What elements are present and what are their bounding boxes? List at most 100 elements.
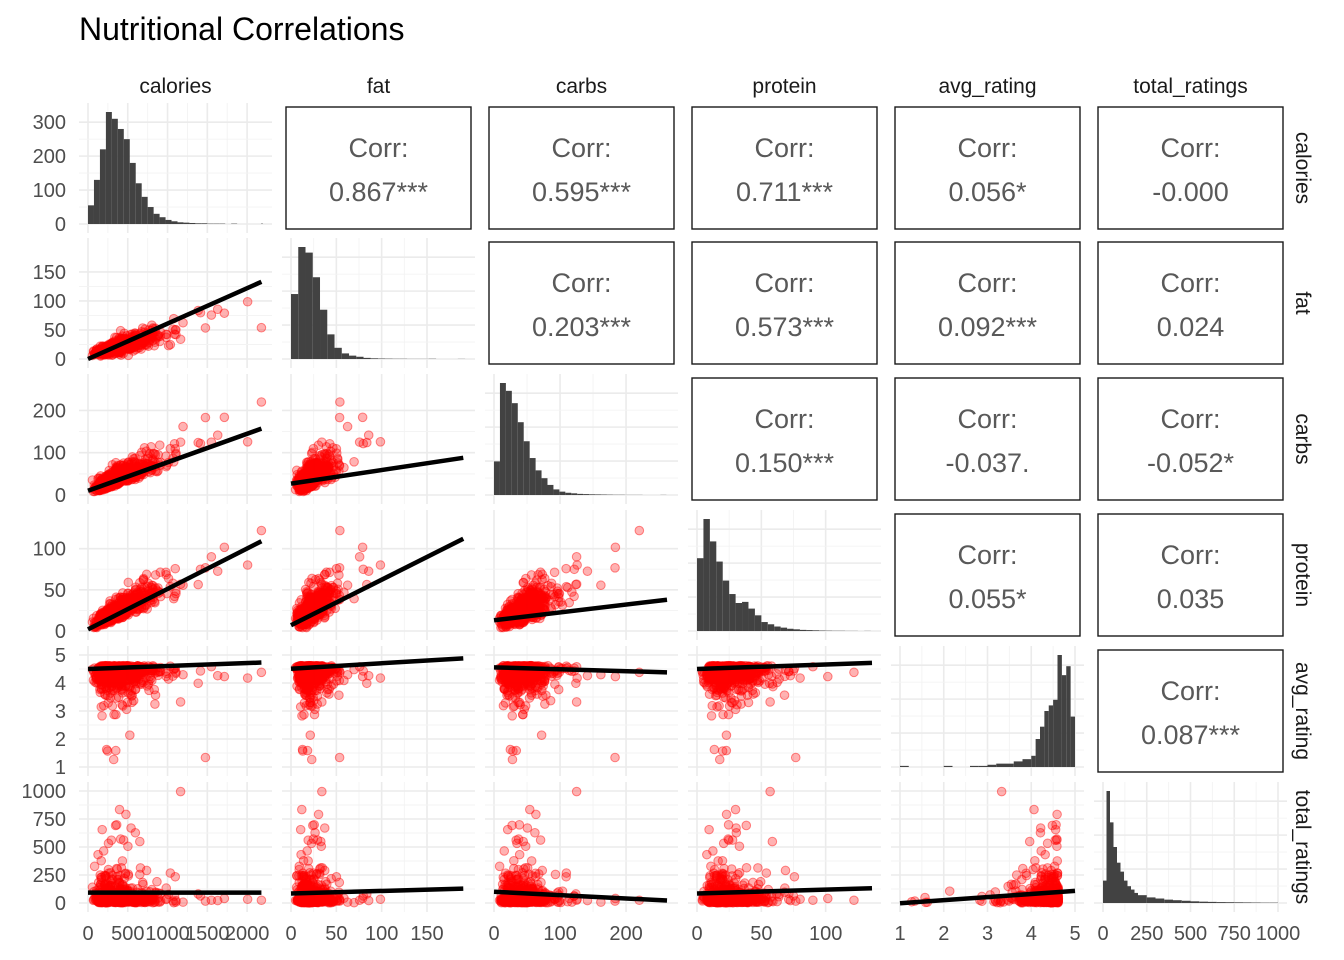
scatter-point	[141, 569, 152, 580]
histogram-bar	[748, 608, 755, 631]
scatter-point	[324, 567, 335, 578]
fit-line	[86, 539, 263, 632]
corr-label: Corr:	[958, 540, 1018, 570]
corr-box	[894, 106, 1081, 230]
scatter-point	[552, 583, 562, 593]
scatter-point	[292, 469, 302, 480]
histogram-bar	[1053, 699, 1058, 767]
corr-box	[1097, 241, 1284, 365]
scatter-point	[123, 350, 134, 361]
histogram-bar	[1225, 902, 1235, 903]
scatter-point	[561, 563, 571, 574]
scatter-point	[212, 670, 223, 681]
histogram-bar	[806, 630, 813, 631]
histogram-bar	[1031, 755, 1036, 767]
scatter-point	[142, 681, 152, 691]
histogram-bar	[742, 601, 749, 631]
scatter-point	[195, 438, 206, 449]
scatter-point	[219, 542, 230, 553]
histogram-bar	[1138, 895, 1147, 903]
scatter-point	[125, 730, 135, 740]
corr-panel-calories-protein: Corr:0.711***	[691, 106, 878, 230]
scatter-point	[526, 570, 537, 580]
scatter-point	[178, 421, 188, 432]
histogram-bar	[767, 624, 775, 631]
corr-value: 0.595***	[532, 177, 632, 207]
histogram-bar	[722, 580, 730, 631]
corr-box	[894, 513, 1081, 637]
corr-value: 0.056*	[948, 177, 1027, 207]
histogram-bar	[787, 628, 794, 631]
scatter-point	[572, 560, 582, 570]
corr-value: 0.035	[1157, 584, 1225, 614]
histogram-bar	[123, 139, 130, 224]
scatter-point	[150, 334, 161, 344]
scatter-panel-protein-carbs	[493, 525, 668, 633]
histogram-bar	[729, 594, 736, 631]
histogram-bar	[1044, 711, 1049, 767]
scatter-point	[99, 671, 110, 682]
panel-grid-total_ratings-fat	[282, 782, 475, 912]
histogram-bar	[1005, 763, 1014, 767]
histogram-bar	[189, 222, 196, 224]
corr-value: 0.024	[1157, 312, 1225, 342]
scatter-point	[116, 347, 127, 358]
corr-label: Corr:	[958, 268, 1018, 298]
scatter-point	[335, 525, 345, 536]
histogram-bar	[709, 541, 717, 631]
histogram-bar	[305, 252, 313, 359]
corr-box	[691, 377, 878, 501]
scatter-point	[354, 552, 365, 562]
panel-grid-carbs-fat	[282, 374, 475, 504]
histogram-protein	[697, 519, 871, 631]
histogram-bar	[1243, 902, 1252, 903]
scatter-point	[170, 325, 181, 335]
histogram-bar	[312, 277, 321, 359]
histogram-bar	[978, 765, 988, 767]
corr-box	[691, 106, 878, 230]
panel-grid-avg_rating-fat	[282, 646, 475, 776]
histogram-bar	[141, 196, 148, 224]
scatter-point	[561, 581, 572, 592]
corr-label: Corr:	[552, 133, 612, 163]
histogram-bar	[1124, 880, 1128, 903]
corr-box	[894, 241, 1081, 365]
corr-value: 0.573***	[735, 312, 835, 342]
corr-label: Corr:	[755, 404, 815, 434]
histogram-bar	[559, 491, 566, 495]
histogram-bar	[159, 217, 166, 224]
scatter-point	[537, 592, 547, 603]
scatter-point	[256, 322, 267, 333]
histogram-bar	[1048, 705, 1054, 767]
scatter-point	[307, 573, 317, 584]
scatter-point	[138, 337, 149, 347]
histogram-bar	[589, 494, 596, 495]
scatter-point	[363, 430, 374, 441]
histogram-bar	[153, 213, 160, 224]
scatter-point	[200, 752, 211, 763]
scatter-point	[357, 542, 368, 553]
histogram-bar	[1181, 900, 1191, 903]
corr-panel-calories-carbs: Corr: 0.595***	[488, 106, 675, 230]
scatter-point	[312, 462, 323, 472]
scatter-point	[141, 446, 152, 456]
corr-box	[1097, 513, 1284, 637]
scatter-point	[308, 453, 319, 464]
histogram-bar	[499, 383, 506, 495]
histogram-carbs	[494, 383, 667, 495]
histogram-bar	[341, 353, 350, 359]
histogram-bar	[1110, 822, 1114, 903]
histogram-bar	[195, 223, 202, 224]
corr-box	[1097, 377, 1284, 501]
scatter-point	[138, 337, 148, 348]
scatter-point	[163, 573, 174, 584]
histogram-bar	[171, 221, 178, 224]
histogram-bar	[900, 765, 909, 767]
scatter-point	[140, 337, 151, 347]
corr-box	[1097, 106, 1284, 230]
corr-value: 0.055*	[948, 584, 1027, 614]
scatter-point	[154, 440, 165, 450]
histogram-fat	[291, 247, 466, 359]
scatter-point	[219, 412, 230, 423]
corr-panel-protein-total_ratings: Corr:0.035	[1097, 513, 1284, 637]
